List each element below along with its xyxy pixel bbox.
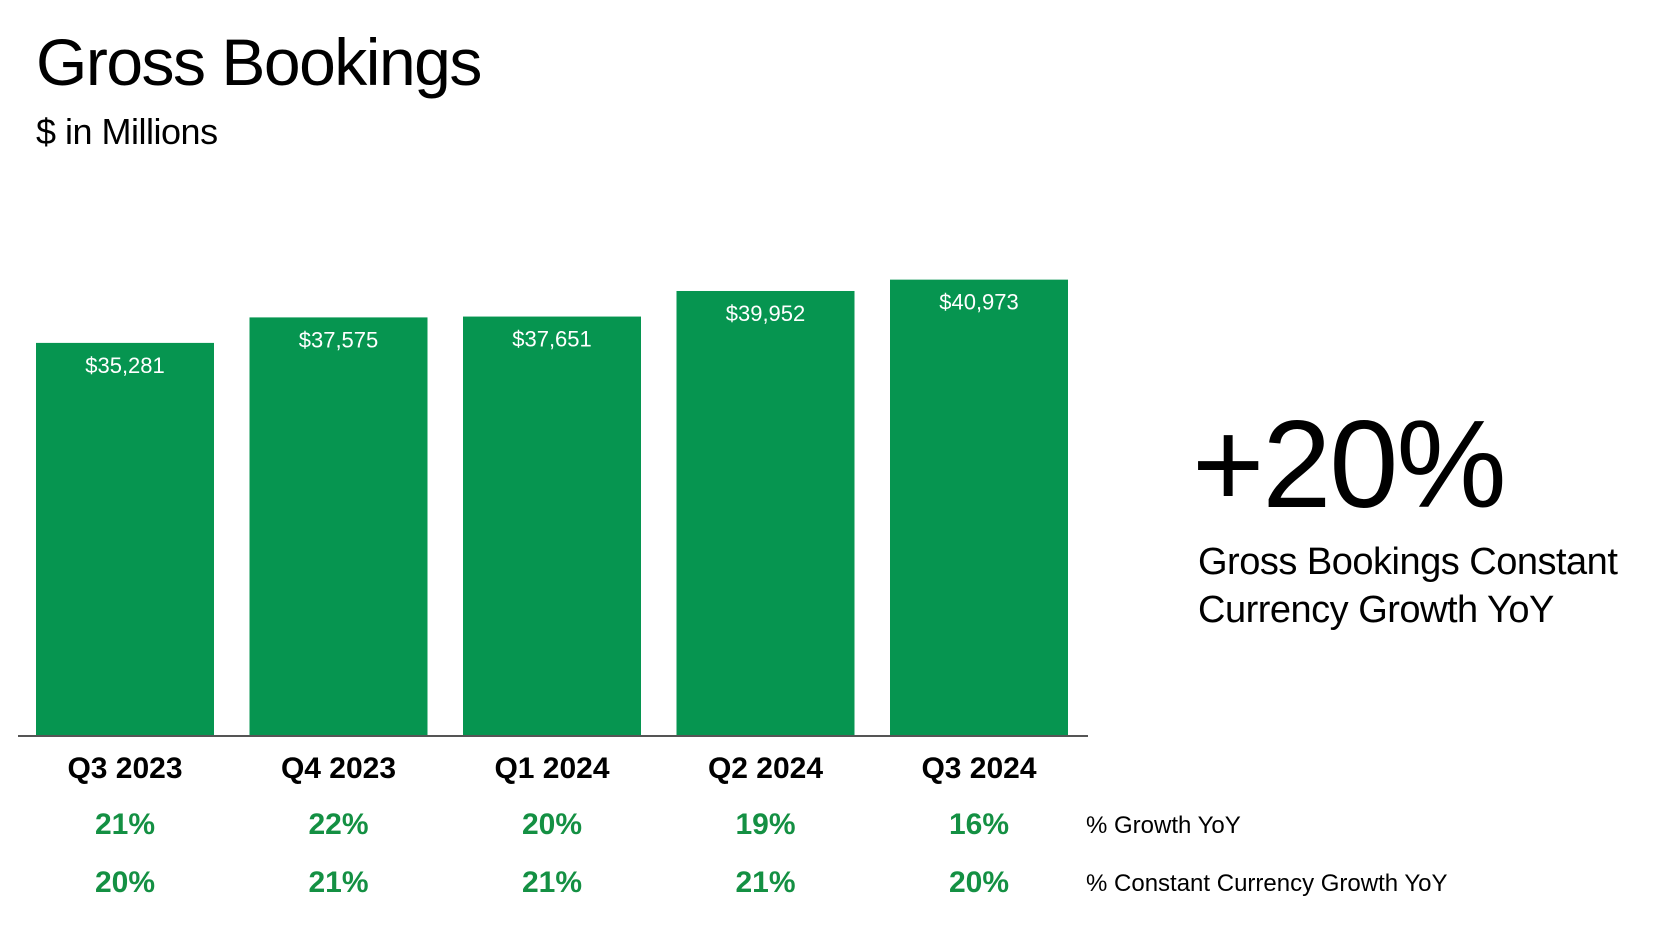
x-tick-label: Q3 2024 [921,752,1037,785]
constant-currency-growth-value: 21% [521,866,583,899]
constant-currency-growth-value: 21% [308,866,369,899]
bar-q4-2023 [249,317,428,735]
growth-yoy-value: 22% [308,808,369,841]
bar-q3-2023 [36,342,214,735]
bar-value-label: $39,952 [726,301,806,326]
bar-q2-2024 [676,290,855,735]
growth-yoy-row-label: % Growth YoY [1086,812,1241,839]
x-tick-label: Q2 2024 [707,752,824,785]
growth-yoy-value: 16% [948,808,1010,841]
constant-currency-growth-value: 20% [94,866,156,899]
x-tick-label: Q1 2024 [494,752,610,785]
growth-yoy-value: 20% [521,808,583,841]
x-tick-label: Q3 2023 [67,752,183,785]
page-subtitle: $ in Millions [36,111,218,152]
bar-value-label: $37,575 [299,327,379,352]
bar-q1-2024 [463,316,641,735]
bar-value-label: $40,973 [939,290,1019,315]
highlight-value: +20% [1192,396,1507,534]
bar-value-label: $37,651 [512,327,592,352]
bar-q3-2024 [890,279,1068,735]
page-title: Gross Bookings [36,25,482,99]
constant-currency-row-label: % Constant Currency Growth YoY [1086,870,1448,897]
bar-value-label: $35,281 [85,353,165,378]
growth-yoy-value: 21% [94,808,156,841]
x-tick-label: Q4 2023 [280,752,397,785]
growth-yoy-value: 19% [735,808,796,841]
constant-currency-growth-value: 20% [948,866,1010,899]
highlight-caption: Gross Bookings Constant Currency Growth … [1198,541,1618,631]
constant-currency-growth-value: 21% [735,866,796,899]
